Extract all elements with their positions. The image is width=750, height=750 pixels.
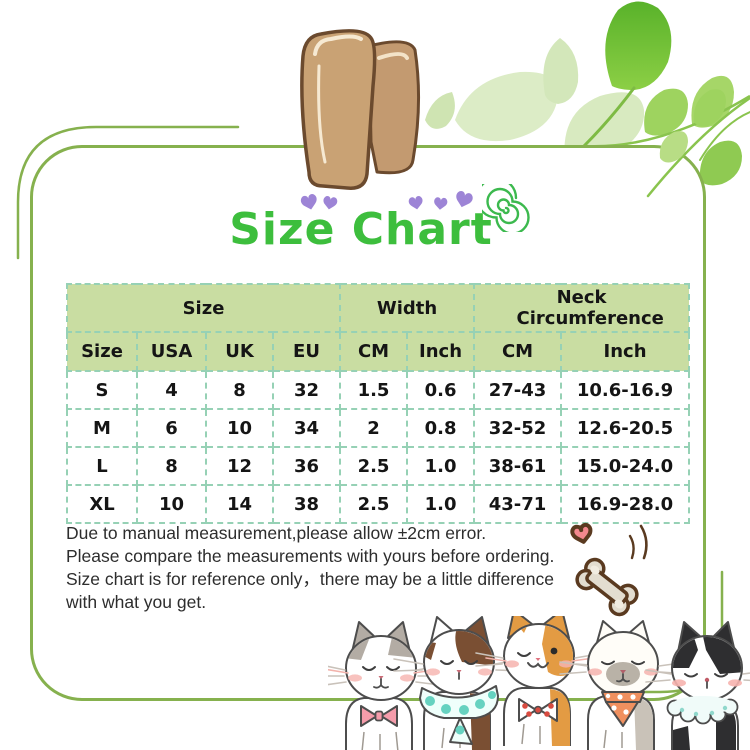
polka-scarf xyxy=(419,685,499,745)
bone-and-heart-doodle xyxy=(570,522,648,617)
heart-icon-row xyxy=(299,189,474,212)
cell-usa: 6 xyxy=(136,408,207,448)
heart-icon xyxy=(433,196,448,211)
cell-uk: 14 xyxy=(205,484,274,524)
col-header-neck-inch: Inch xyxy=(560,331,691,372)
cell-width-inch: 1.0 xyxy=(406,484,476,524)
clip-icon xyxy=(300,29,421,190)
note-line: Size chart is for reference only，there m… xyxy=(66,569,554,589)
leaf-icon xyxy=(691,75,734,128)
table-row-l: L 8 12 36 2.5 1.0 38-61 15.0-24.0 xyxy=(66,446,691,486)
bone-icon xyxy=(575,557,639,617)
cat-icon xyxy=(475,616,607,746)
col-header-size: Size xyxy=(66,331,138,372)
col-header-uk: UK xyxy=(205,331,274,372)
cats-illustration xyxy=(328,616,750,750)
cell-eu: 34 xyxy=(271,408,342,448)
cell-neck-inch: 16.9-28.0 xyxy=(560,484,691,524)
cell-size: L xyxy=(66,446,138,486)
cell-width-cm: 2.5 xyxy=(339,484,409,524)
heart-icon xyxy=(453,189,474,210)
cell-width-inch: 0.8 xyxy=(406,408,476,448)
cat-icon xyxy=(559,620,691,750)
cell-width-cm: 2.5 xyxy=(339,446,409,486)
col-header-neck-cm: CM xyxy=(473,331,563,372)
motion-line xyxy=(639,524,648,560)
page-title: Size Chart xyxy=(229,204,493,255)
cell-neck-inch: 12.6-20.5 xyxy=(560,408,691,448)
cell-eu: 32 xyxy=(271,370,342,410)
motion-line xyxy=(628,534,635,560)
cell-usa: 10 xyxy=(136,484,207,524)
cell-uk: 8 xyxy=(205,370,274,410)
note-line: Please compare the measurements with you… xyxy=(66,546,555,566)
cell-uk: 12 xyxy=(205,446,274,486)
cell-usa: 8 xyxy=(136,446,207,486)
cell-eu: 38 xyxy=(271,484,342,524)
size-table: Size Width Neck Circumference Size USA U… xyxy=(65,283,691,524)
heart-icon xyxy=(408,195,424,211)
cell-width-inch: 1.0 xyxy=(406,446,476,486)
leaf-stem xyxy=(582,86,636,148)
cell-size: XL xyxy=(66,484,138,524)
note-line: with what you get. xyxy=(66,592,207,612)
cell-usa: 4 xyxy=(136,370,207,410)
group-header-neck-label: Neck Circumference xyxy=(516,287,664,329)
cat-icon xyxy=(393,616,529,750)
disclaimer-notes: Due to manual measurement,please allow ±… xyxy=(66,522,566,614)
cell-neck-inch: 10.6-16.9 xyxy=(560,370,691,410)
table-row-xl: XL 10 14 38 2.5 1.0 43-71 16.9-28.0 xyxy=(66,484,691,524)
col-header-eu: EU xyxy=(271,331,342,372)
table-column-header-row: Size USA UK EU CM Inch CM Inch xyxy=(66,331,691,372)
group-header-neck: Neck Circumference xyxy=(473,283,691,333)
bow-tie xyxy=(360,705,398,727)
leaf-icon xyxy=(543,38,579,104)
bandana xyxy=(601,691,645,727)
heart-icon xyxy=(570,522,593,544)
table-row-m: M 6 10 34 2 0.8 32-52 12.6-20.5 xyxy=(66,408,691,448)
col-header-usa: USA xyxy=(136,331,207,372)
heart-icon xyxy=(322,195,338,211)
cell-eu: 36 xyxy=(271,446,342,486)
group-header-size: Size xyxy=(65,283,342,333)
bow-tie xyxy=(518,698,558,722)
table-group-header-row: Size Width Neck Circumference xyxy=(65,283,691,333)
table-row-s: S 4 8 32 1.5 0.6 27-43 10.6-16.9 xyxy=(66,370,691,410)
cell-width-cm: 2 xyxy=(339,408,409,448)
cat-icon xyxy=(645,621,750,750)
cell-size: S xyxy=(66,370,138,410)
cell-neck-cm: 38-61 xyxy=(473,446,563,486)
cat-icon xyxy=(328,621,453,750)
leaf-icon xyxy=(425,92,455,129)
cell-uk: 10 xyxy=(205,408,274,448)
cell-neck-cm: 32-52 xyxy=(473,408,563,448)
cell-width-inch: 0.6 xyxy=(406,370,476,410)
ruffle-collar xyxy=(666,696,739,725)
spiral-icon xyxy=(482,184,530,232)
note-line: Due to manual measurement,please allow ±… xyxy=(66,523,487,543)
cell-size: M xyxy=(66,408,138,448)
cell-neck-inch: 15.0-24.0 xyxy=(560,446,691,486)
cell-width-cm: 1.5 xyxy=(339,370,409,410)
col-header-width-inch: Inch xyxy=(406,331,476,372)
cell-neck-cm: 43-71 xyxy=(473,484,563,524)
group-header-width: Width xyxy=(339,283,476,333)
col-header-width-cm: CM xyxy=(339,331,409,372)
leaf-icon xyxy=(605,1,672,90)
leaf-icon xyxy=(455,71,559,142)
title-row: Size Chart xyxy=(0,204,750,255)
leaf-icon xyxy=(699,140,742,186)
cell-neck-cm: 27-43 xyxy=(473,370,563,410)
heart-icon xyxy=(299,193,319,212)
